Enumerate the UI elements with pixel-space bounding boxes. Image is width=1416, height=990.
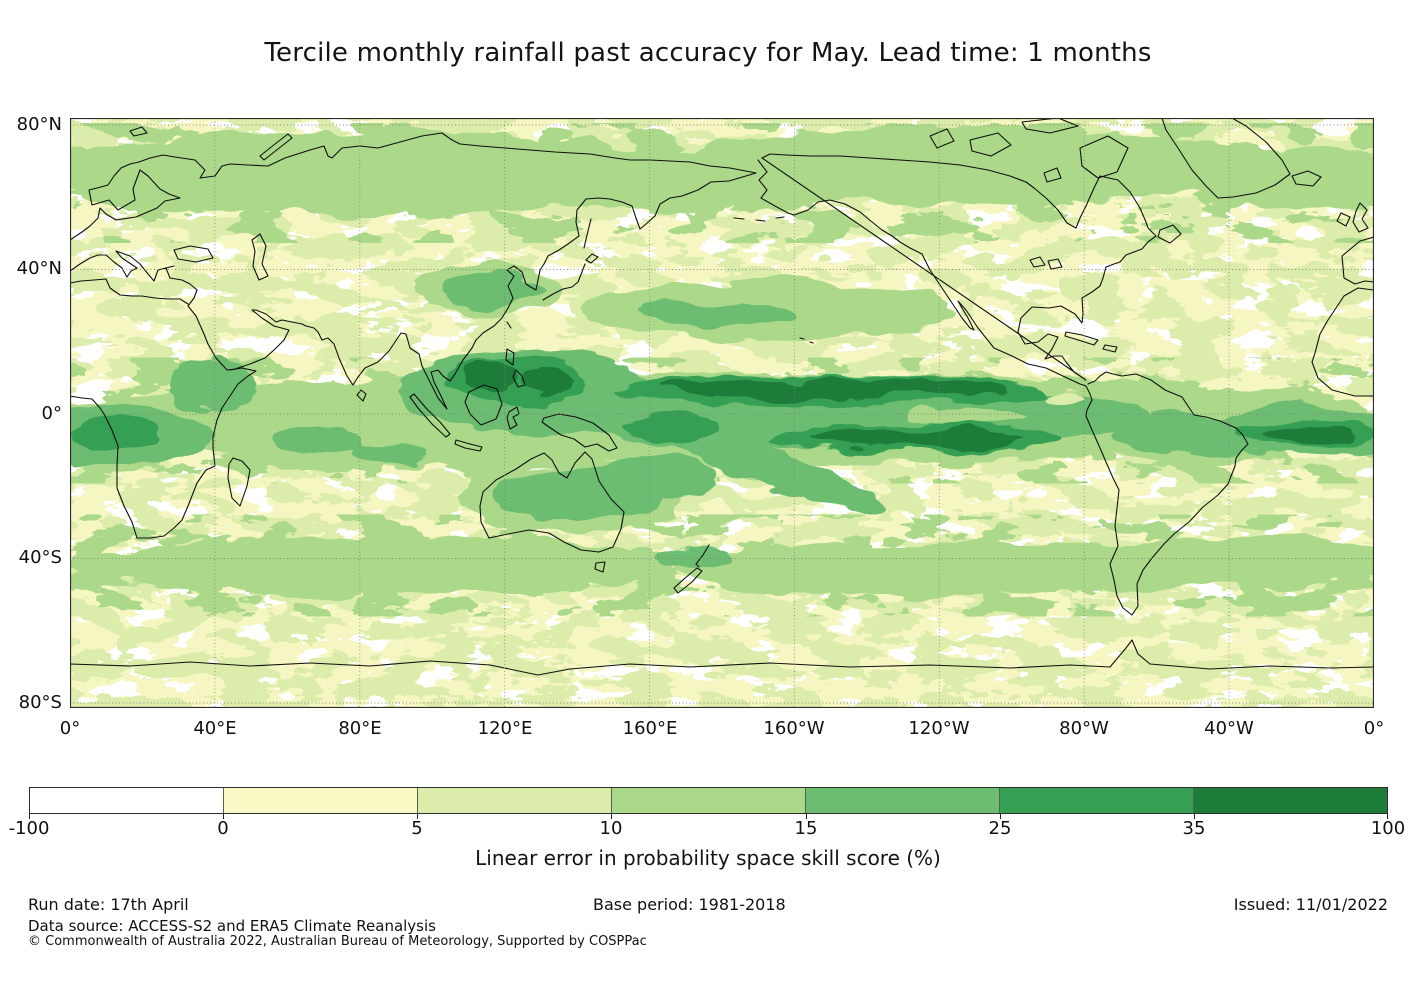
data-source-text: Data source: ACCESS-S2 and ERA5 Climate … [28,917,436,935]
colorbar-tick-25: 25 [988,818,1012,839]
colorbar-segment [1193,788,1387,813]
colorbar-tick-0: 0 [217,818,229,839]
colorbar-segment [30,788,223,813]
copyright-text: © Commonwealth of Australia 2022, Austra… [28,934,647,949]
lon-tick-0e: 0° [59,718,81,739]
colorbar-segment [999,788,1193,813]
lon-tick-120w: 120°W [908,718,970,739]
lon-tick-120e: 120°E [477,718,533,739]
colorbar-tickmark [1194,814,1195,819]
world-map-svg [70,118,1374,708]
colorbar-tickmark [223,814,224,819]
lon-tick-80e: 80°E [338,718,382,739]
colorbar [29,787,1388,814]
colorbar-tickmark [806,814,807,819]
lat-tick-0: 0° [41,403,62,424]
issued-text: Issued: 11/01/2022 [1233,895,1388,914]
base-period-text: Base period: 1981-2018 [593,895,786,914]
lon-tick-80w: 80°W [1059,718,1109,739]
lon-tick-40e: 40°E [193,718,237,739]
run-date-text: Run date: 17th April [28,895,189,914]
colorbar-segment [611,788,805,813]
graticule [70,118,1374,708]
colorbar-segment [417,788,611,813]
lat-tick-40n: 40°N [16,258,62,279]
lat-tick-80n: 80°N [16,114,62,135]
skill-shading [70,118,1374,708]
lon-tick-160w: 160°W [763,718,825,739]
colorbar-segment [805,788,999,813]
colorbar-tick--100: -100 [8,818,50,839]
lat-tick-40s: 40°S [18,547,62,568]
map-frame [70,118,1374,708]
colorbar-tick-35: 35 [1182,818,1206,839]
colorbar-label: Linear error in probability space skill … [475,846,941,870]
colorbar-tick-10: 10 [599,818,623,839]
colorbar-tickmark [1387,814,1388,819]
lon-tick-160e: 160°E [622,718,678,739]
colorbar-tick-5: 5 [411,818,423,839]
colorbar-tickmark [1000,814,1001,819]
lon-tick-40w: 40°W [1204,718,1254,739]
colorbar-tick-15: 15 [794,818,818,839]
lat-tick-80s: 80°S [18,692,62,713]
lon-tick-0w: 0° [1363,718,1385,739]
colorbar-tickmark [417,814,418,819]
colorbar-tickmark [611,814,612,819]
coastlines [70,118,1374,676]
page-title: Tercile monthly rainfall past accuracy f… [264,38,1152,68]
colorbar-tick-100: 100 [1370,818,1406,839]
colorbar-segment [223,788,417,813]
colorbar-tickmark [29,814,30,819]
world-map [70,118,1374,708]
